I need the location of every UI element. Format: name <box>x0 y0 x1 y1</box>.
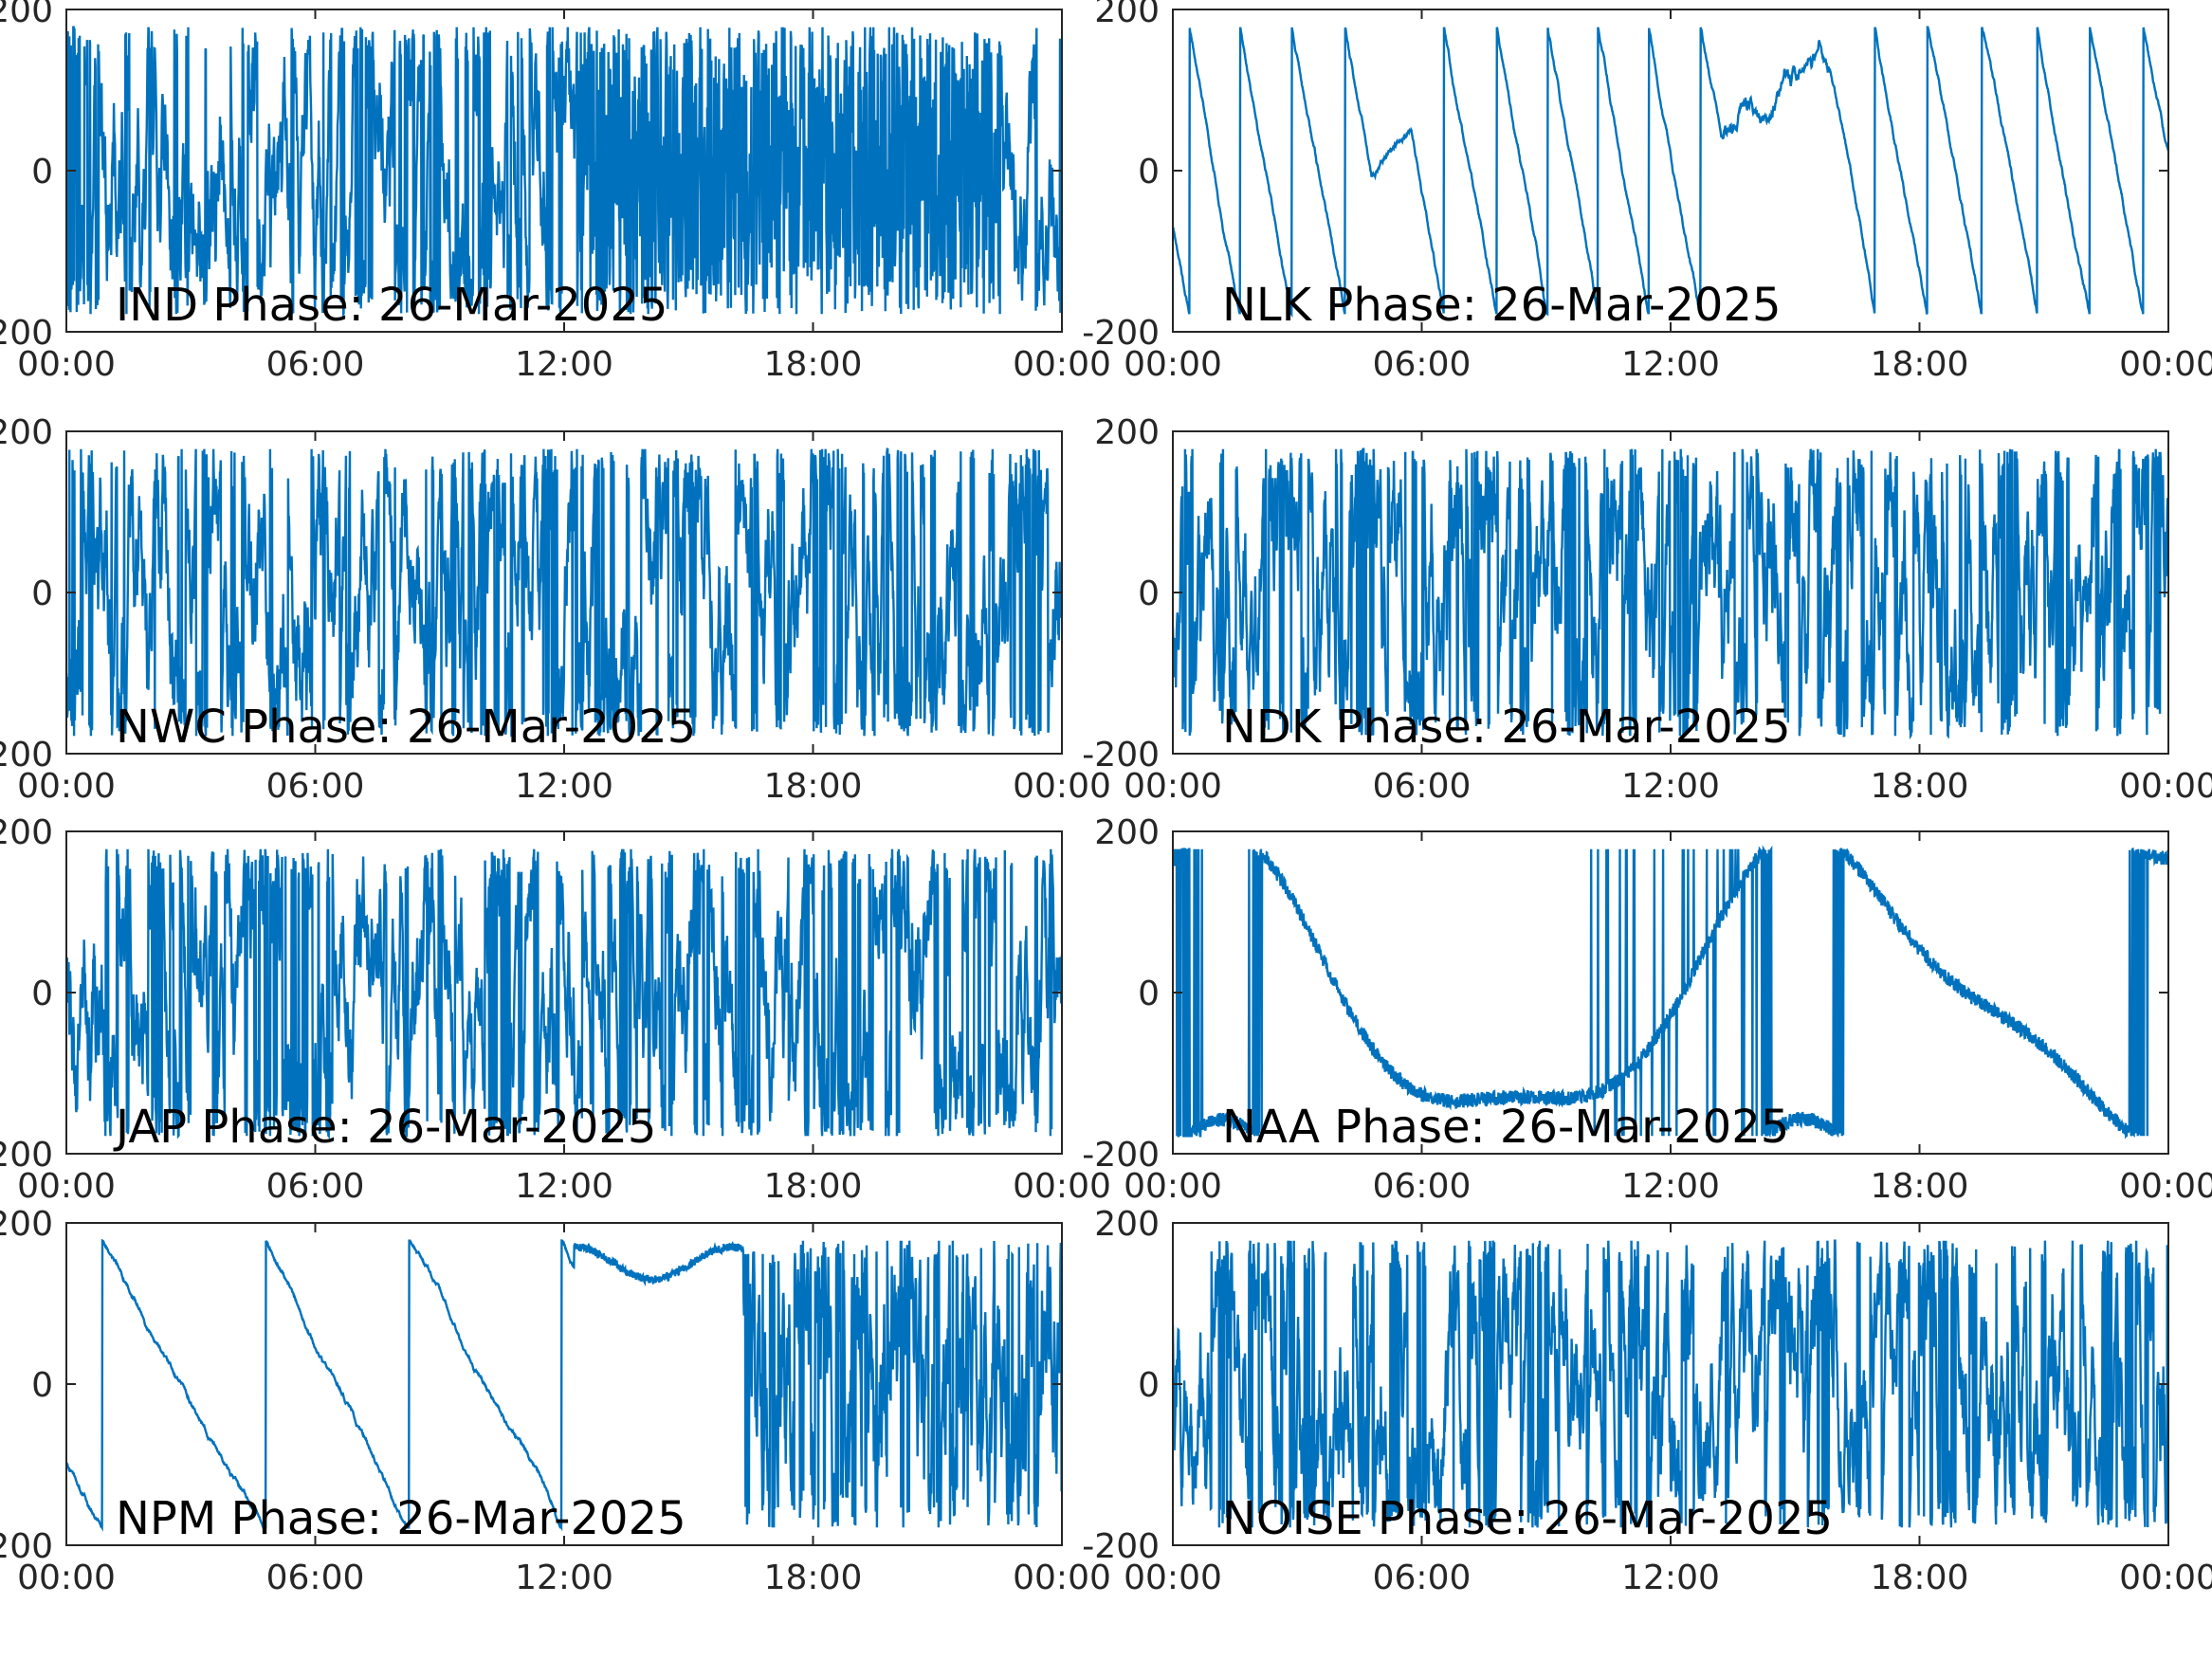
x-tick-label: 12:00 <box>515 1559 613 1597</box>
y-tick-label: 0 <box>31 574 53 613</box>
y-tick-label: 0 <box>1138 1366 1160 1405</box>
panel-3: 00:00 06:00 12:00 18:00 00:00 200 0 -200 NWC Pha… <box>0 413 1111 806</box>
x-tick-label: 00:00 <box>1013 345 1111 384</box>
panel-2: 00:00 06:00 12:00 18:00 00:00 200 0 -200 NLK Pha… <box>1082 0 2212 384</box>
y-tick-label: 0 <box>31 153 53 191</box>
x-tick-label: 18:00 <box>764 1167 863 1206</box>
panel-4: 00:00 06:00 12:00 18:00 00:00 200 0 -200 NDK Pha… <box>1082 413 2212 806</box>
x-tick-label: 06:00 <box>1373 767 1472 806</box>
phase-series-line <box>66 848 1062 1139</box>
x-tick-label: 12:00 <box>515 767 613 806</box>
y-tick-label: 200 <box>0 413 53 452</box>
panel-1: 00:00 06:00 12:00 18:00 00:00 200 0 -200 IND Pha… <box>0 0 1111 384</box>
y-tick-label: 0 <box>1138 975 1160 1013</box>
x-tick-label: 12:00 <box>1621 1167 1720 1206</box>
panel-label: NAA Phase: 26-Mar-2025 <box>1222 1101 1789 1154</box>
x-tick-label: 06:00 <box>1373 1167 1472 1206</box>
y-tick-label: 200 <box>1094 813 1160 852</box>
x-tick-label: 12:00 <box>515 345 613 384</box>
panel-8: 00:00 06:00 12:00 18:00 00:00 200 0 -200 NOISE P… <box>1082 1205 2212 1597</box>
y-tick-label: 200 <box>0 1205 53 1244</box>
x-tick-label: 06:00 <box>266 1167 365 1206</box>
y-tick-label: -200 <box>1082 1527 1160 1566</box>
x-tick-label: 12:00 <box>1621 767 1720 806</box>
phase-series-line <box>66 26 1062 319</box>
y-tick-label: -200 <box>1082 314 1160 353</box>
x-tick-label: 18:00 <box>764 767 863 806</box>
y-tick-label: 200 <box>0 0 53 30</box>
y-tick-label: -200 <box>1082 736 1160 775</box>
x-tick-label: 18:00 <box>1871 345 1969 384</box>
y-tick-label: 0 <box>1138 153 1160 191</box>
x-tick-label: 06:00 <box>266 345 365 384</box>
y-tick-label: 0 <box>1138 574 1160 613</box>
phase-series-line <box>66 1238 1062 1532</box>
panel-label: NDK Phase: 26-Mar-2025 <box>1222 701 1791 754</box>
phase-series-line <box>1173 26 2168 319</box>
panel-label: NLK Phase: 26-Mar-2025 <box>1222 279 1782 332</box>
x-tick-label: 00:00 <box>2119 1559 2212 1597</box>
y-tick-label: 200 <box>1094 413 1160 452</box>
x-tick-label: 00:00 <box>17 1167 116 1206</box>
x-tick-label: 18:00 <box>1871 767 1969 806</box>
x-tick-label: 00:00 <box>1124 1167 1222 1206</box>
x-tick-label: 18:00 <box>764 345 863 384</box>
phase-series-line <box>1173 845 2168 1139</box>
panel-label: NPM Phase: 26-Mar-2025 <box>116 1492 686 1545</box>
x-tick-label: 00:00 <box>1013 1559 1111 1597</box>
panel-label: NWC Phase: 26-Mar-2025 <box>116 701 696 754</box>
x-tick-label: 00:00 <box>1124 767 1222 806</box>
x-tick-label: 00:00 <box>17 767 116 806</box>
x-tick-label: 00:00 <box>1124 1559 1222 1597</box>
panel-5: 00:00 06:00 12:00 18:00 00:00 200 0 -200 JAP Pha… <box>0 813 1111 1206</box>
panel-6: 00:00 06:00 12:00 18:00 00:00 200 0 -200 NAA Pha… <box>1082 813 2212 1206</box>
x-tick-label: 00:00 <box>1013 767 1111 806</box>
x-tick-label: 00:00 <box>17 345 116 384</box>
y-tick-label: -200 <box>1082 1136 1160 1175</box>
y-tick-label: 200 <box>0 813 53 852</box>
x-tick-label: 12:00 <box>515 1167 613 1206</box>
panel-7: 00:00 06:00 12:00 18:00 00:00 200 0 -200 NPM Pha… <box>0 1205 1111 1597</box>
x-tick-label: 00:00 <box>1124 345 1222 384</box>
y-tick-label: -200 <box>0 736 53 775</box>
phase-series-line <box>1173 1239 2168 1528</box>
x-tick-label: 18:00 <box>764 1559 863 1597</box>
x-tick-label: 06:00 <box>266 767 365 806</box>
x-tick-label: 00:00 <box>1013 1167 1111 1206</box>
y-tick-label: 200 <box>1094 0 1160 30</box>
panel-label: IND Phase: 26-Mar-2025 <box>116 279 667 332</box>
phase-series-line <box>66 447 1062 738</box>
phase-series-line <box>1173 447 2168 740</box>
y-tick-label: -200 <box>0 1527 53 1566</box>
panel-label: JAP Phase: 26-Mar-2025 <box>113 1101 656 1154</box>
x-tick-label: 12:00 <box>1621 1559 1720 1597</box>
x-tick-label: 06:00 <box>1373 1559 1472 1597</box>
x-tick-label: 00:00 <box>2119 1167 2212 1206</box>
panel-label: NOISE Phase: 26-Mar-2025 <box>1222 1492 1833 1545</box>
x-tick-label: 12:00 <box>1621 345 1720 384</box>
x-tick-label: 00:00 <box>17 1559 116 1597</box>
y-tick-label: -200 <box>0 314 53 353</box>
x-tick-label: 18:00 <box>1871 1167 1969 1206</box>
x-tick-label: 00:00 <box>2119 345 2212 384</box>
x-tick-label: 18:00 <box>1871 1559 1969 1597</box>
y-tick-label: 0 <box>31 975 53 1013</box>
x-tick-label: 00:00 <box>2119 767 2212 806</box>
x-tick-label: 06:00 <box>1373 345 1472 384</box>
y-tick-label: -200 <box>0 1136 53 1175</box>
y-tick-label: 200 <box>1094 1205 1160 1244</box>
x-tick-label: 06:00 <box>266 1559 365 1597</box>
y-tick-label: 0 <box>31 1366 53 1405</box>
